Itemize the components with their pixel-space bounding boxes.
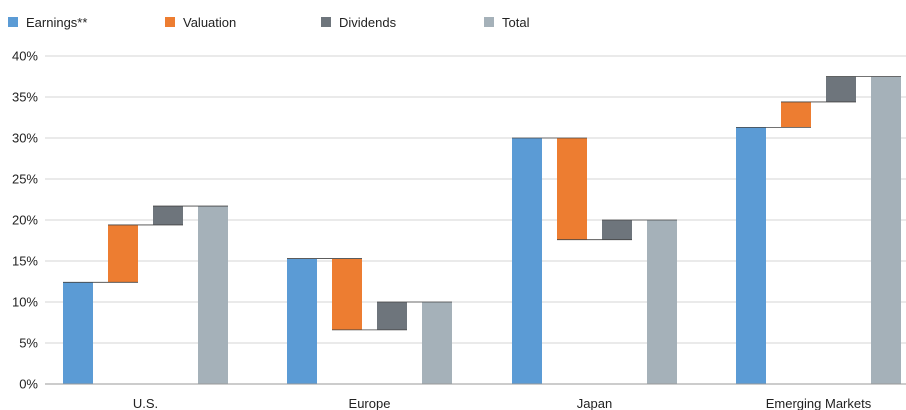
y-tick-label: 5% bbox=[19, 336, 38, 351]
bar-europe-valuation bbox=[332, 258, 362, 330]
bar-u-s--dividends bbox=[153, 206, 183, 225]
y-tick-label: 20% bbox=[12, 213, 38, 228]
legend: Earnings** Valuation Dividends Total bbox=[8, 15, 530, 30]
bar-europe-earnings bbox=[287, 258, 317, 384]
legend-label-earnings: Earnings** bbox=[26, 15, 87, 30]
bar-emerging-markets-dividends bbox=[826, 76, 856, 102]
y-tick-label: 15% bbox=[12, 254, 38, 269]
bar-u-s--total bbox=[198, 206, 228, 384]
y-tick-label: 0% bbox=[19, 377, 38, 392]
legend-label-dividends: Dividends bbox=[339, 15, 397, 30]
y-axis: 0% 5% 10% 15% 20% 25% 30% 35% 40% bbox=[12, 49, 38, 392]
gridlines bbox=[45, 55, 906, 344]
bar-emerging-markets-valuation bbox=[781, 101, 811, 128]
bar-japan-earnings bbox=[512, 138, 542, 384]
legend-label-valuation: Valuation bbox=[183, 15, 236, 30]
bar-u-s--earnings bbox=[63, 282, 93, 384]
x-category-label: Japan bbox=[577, 396, 612, 410]
bar-u-s--valuation bbox=[108, 224, 138, 283]
y-tick-label: 10% bbox=[12, 295, 38, 310]
y-tick-label: 25% bbox=[12, 172, 38, 187]
legend-swatch-earnings bbox=[8, 17, 18, 27]
bars bbox=[63, 76, 901, 384]
bar-japan-valuation bbox=[557, 138, 587, 240]
legend-swatch-total bbox=[484, 17, 494, 27]
legend-label-total: Total bbox=[502, 15, 530, 30]
bar-japan-total bbox=[647, 220, 677, 384]
y-tick-label: 30% bbox=[12, 131, 38, 146]
x-category-label: U.S. bbox=[133, 396, 158, 410]
connectors bbox=[63, 76, 901, 331]
bar-europe-dividends bbox=[377, 302, 407, 330]
bar-japan-dividends bbox=[602, 220, 632, 240]
x-category-label: Emerging Markets bbox=[766, 396, 872, 410]
x-axis: U.S. Europe Japan Emerging Markets bbox=[45, 383, 906, 410]
legend-swatch-valuation bbox=[165, 17, 175, 27]
bar-emerging-markets-earnings bbox=[736, 127, 766, 384]
bar-emerging-markets-total bbox=[871, 76, 901, 384]
bar-europe-total bbox=[422, 302, 452, 384]
y-tick-label: 40% bbox=[12, 49, 38, 64]
x-category-label: Europe bbox=[349, 396, 391, 410]
legend-swatch-dividends bbox=[321, 17, 331, 27]
y-tick-label: 35% bbox=[12, 90, 38, 105]
